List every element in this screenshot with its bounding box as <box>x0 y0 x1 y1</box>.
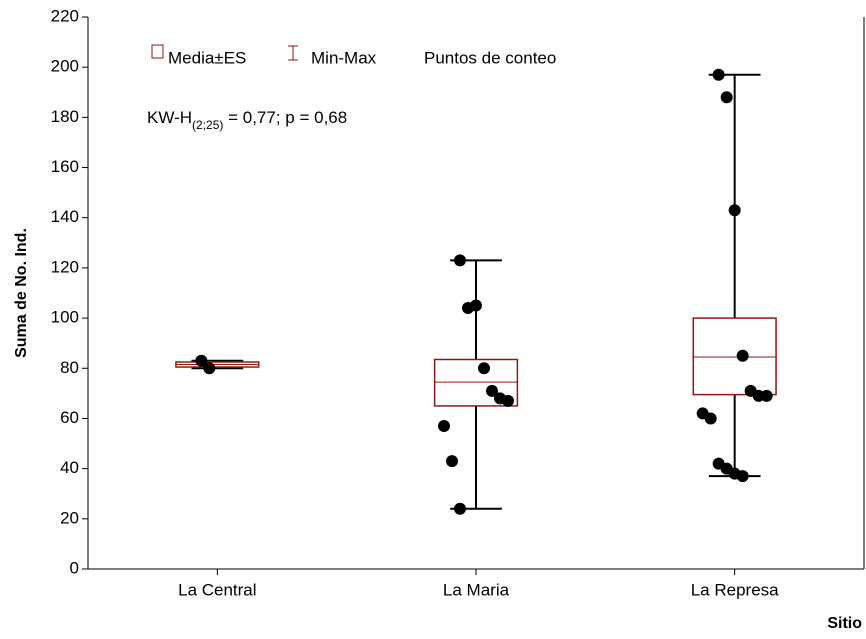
point <box>728 204 741 217</box>
se-box <box>692 317 777 396</box>
point <box>478 362 490 375</box>
y-tick-label: 80 <box>60 358 79 377</box>
annotation-main: KW-H <box>147 108 192 127</box>
x-axis-label: Sitio <box>827 615 862 632</box>
y-tick-label: 60 <box>60 408 79 427</box>
y-tick-label: 180 <box>51 107 79 126</box>
x-tick-label: La Represa <box>691 580 779 599</box>
point <box>454 502 466 515</box>
legend-label: Puntos de conteo <box>424 48 556 67</box>
point <box>446 455 458 468</box>
point <box>195 354 208 367</box>
point <box>486 384 498 397</box>
point <box>720 91 733 104</box>
legend-label: Min-Max <box>311 48 377 67</box>
y-tick-label: 20 <box>60 508 79 527</box>
annotation-sub: (2;25) <box>192 118 223 132</box>
y-tick-label: 40 <box>60 458 79 477</box>
annotation-rest: = 0,77; p = 0,68 <box>223 108 347 127</box>
y-tick-label: 160 <box>51 157 79 176</box>
y-tick-label: 220 <box>51 6 79 25</box>
annotation: KW-H(2;25) = 0,77; p = 0,68 <box>147 108 347 132</box>
point <box>736 349 749 362</box>
point <box>712 68 725 81</box>
point <box>454 254 466 267</box>
legend-label: Media±ES <box>168 48 246 67</box>
x-tick-label: La Central <box>178 580 256 599</box>
point <box>438 419 450 432</box>
y-tick-label: 200 <box>51 57 79 76</box>
point <box>736 470 749 483</box>
point <box>203 362 216 375</box>
y-axis-label: Suma de No. Ind. <box>13 228 30 358</box>
y-tick-label: 100 <box>51 308 79 327</box>
point <box>502 394 514 407</box>
y-tick-label: 0 <box>70 558 79 577</box>
y-tick-label: 120 <box>51 257 79 276</box>
point <box>470 299 482 312</box>
point <box>704 412 717 425</box>
x-tick-label: La Maria <box>443 580 510 599</box>
y-tick-label: 140 <box>51 207 79 226</box>
legend-box-icon <box>151 44 164 59</box>
point <box>760 389 773 402</box>
